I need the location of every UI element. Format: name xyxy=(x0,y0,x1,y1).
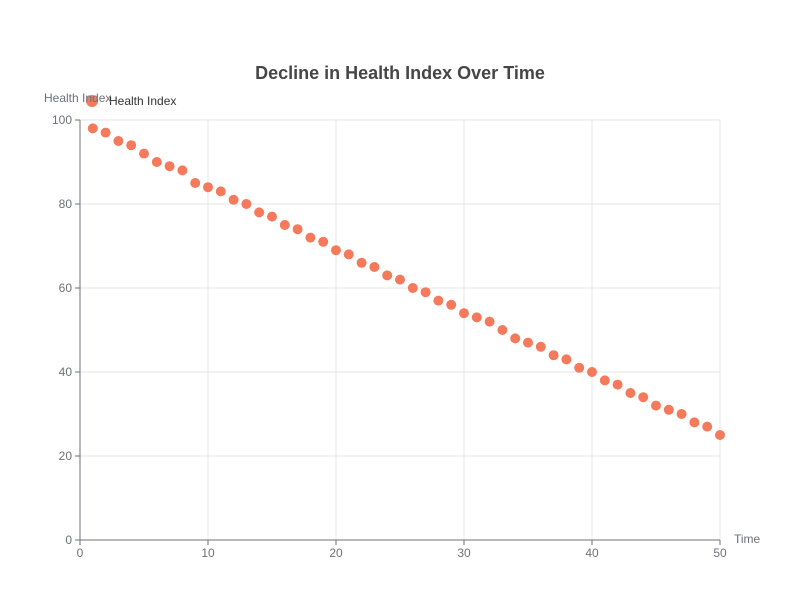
data-point xyxy=(574,362,585,373)
data-point xyxy=(279,220,290,230)
y-tick-label: 80 xyxy=(59,197,73,211)
data-point xyxy=(331,245,341,256)
data-point xyxy=(139,148,149,159)
data-point xyxy=(241,199,252,209)
data-point xyxy=(689,417,700,428)
data-point xyxy=(676,409,687,419)
data-point xyxy=(292,224,303,235)
data-point xyxy=(471,312,482,323)
data-point xyxy=(356,257,367,268)
y-tick-label: 100 xyxy=(52,113,72,127)
data-point xyxy=(459,308,469,319)
x-tick-label: 40 xyxy=(585,546,599,560)
data-point xyxy=(126,140,137,151)
data-point xyxy=(343,249,354,260)
data-point xyxy=(318,236,329,247)
tick-labels: 0 10 20 30 40 50 0 20 40 60 80 100 xyxy=(52,113,727,560)
data-point xyxy=(535,341,546,352)
y-tick-label: 0 xyxy=(65,533,72,547)
data-point xyxy=(151,157,162,167)
data-point xyxy=(395,274,405,285)
data-point xyxy=(510,333,521,344)
data-point xyxy=(113,136,124,146)
data-points xyxy=(87,123,725,440)
data-point xyxy=(407,283,418,293)
x-tick-label: 0 xyxy=(77,546,84,560)
data-point xyxy=(548,350,559,361)
data-point xyxy=(228,194,239,205)
grid-lines xyxy=(80,119,721,540)
data-point xyxy=(305,232,316,243)
x-axis-label: Time xyxy=(734,532,761,546)
data-point xyxy=(87,123,98,134)
data-point xyxy=(177,165,188,176)
data-point xyxy=(638,392,649,403)
data-point xyxy=(561,354,572,365)
data-point xyxy=(420,287,431,298)
data-point xyxy=(382,270,393,281)
data-point xyxy=(484,316,495,327)
data-point xyxy=(599,375,610,386)
data-point xyxy=(433,295,444,306)
y-tick-label: 20 xyxy=(59,449,73,463)
data-point xyxy=(267,211,277,222)
data-point xyxy=(715,430,725,440)
data-point xyxy=(100,127,111,138)
chart-title: Decline in Health Index Over Time xyxy=(255,63,545,83)
y-tick-label: 40 xyxy=(59,365,73,379)
data-point xyxy=(663,404,674,415)
y-tick-label: 60 xyxy=(59,281,73,295)
legend[interactable]: Health Index xyxy=(86,94,176,108)
data-point xyxy=(625,388,636,398)
x-tick-label: 30 xyxy=(457,546,471,560)
data-point xyxy=(369,262,380,272)
data-point xyxy=(702,421,713,432)
data-point xyxy=(651,400,661,411)
legend-marker xyxy=(86,95,98,107)
legend-item-health-index: Health Index xyxy=(109,94,176,108)
data-point xyxy=(612,379,623,390)
data-point xyxy=(203,182,213,193)
data-point xyxy=(164,161,175,172)
data-point xyxy=(587,367,597,377)
data-point xyxy=(497,325,508,335)
data-point xyxy=(254,207,265,218)
x-tick-label: 10 xyxy=(201,546,215,560)
x-tick-label: 50 xyxy=(713,546,727,560)
data-point xyxy=(446,299,457,310)
data-point xyxy=(190,178,201,188)
y-axis-label: Health Index xyxy=(44,91,111,105)
axes xyxy=(75,119,721,545)
data-point xyxy=(523,337,533,348)
data-point xyxy=(215,186,226,197)
x-tick-label: 20 xyxy=(329,546,343,560)
